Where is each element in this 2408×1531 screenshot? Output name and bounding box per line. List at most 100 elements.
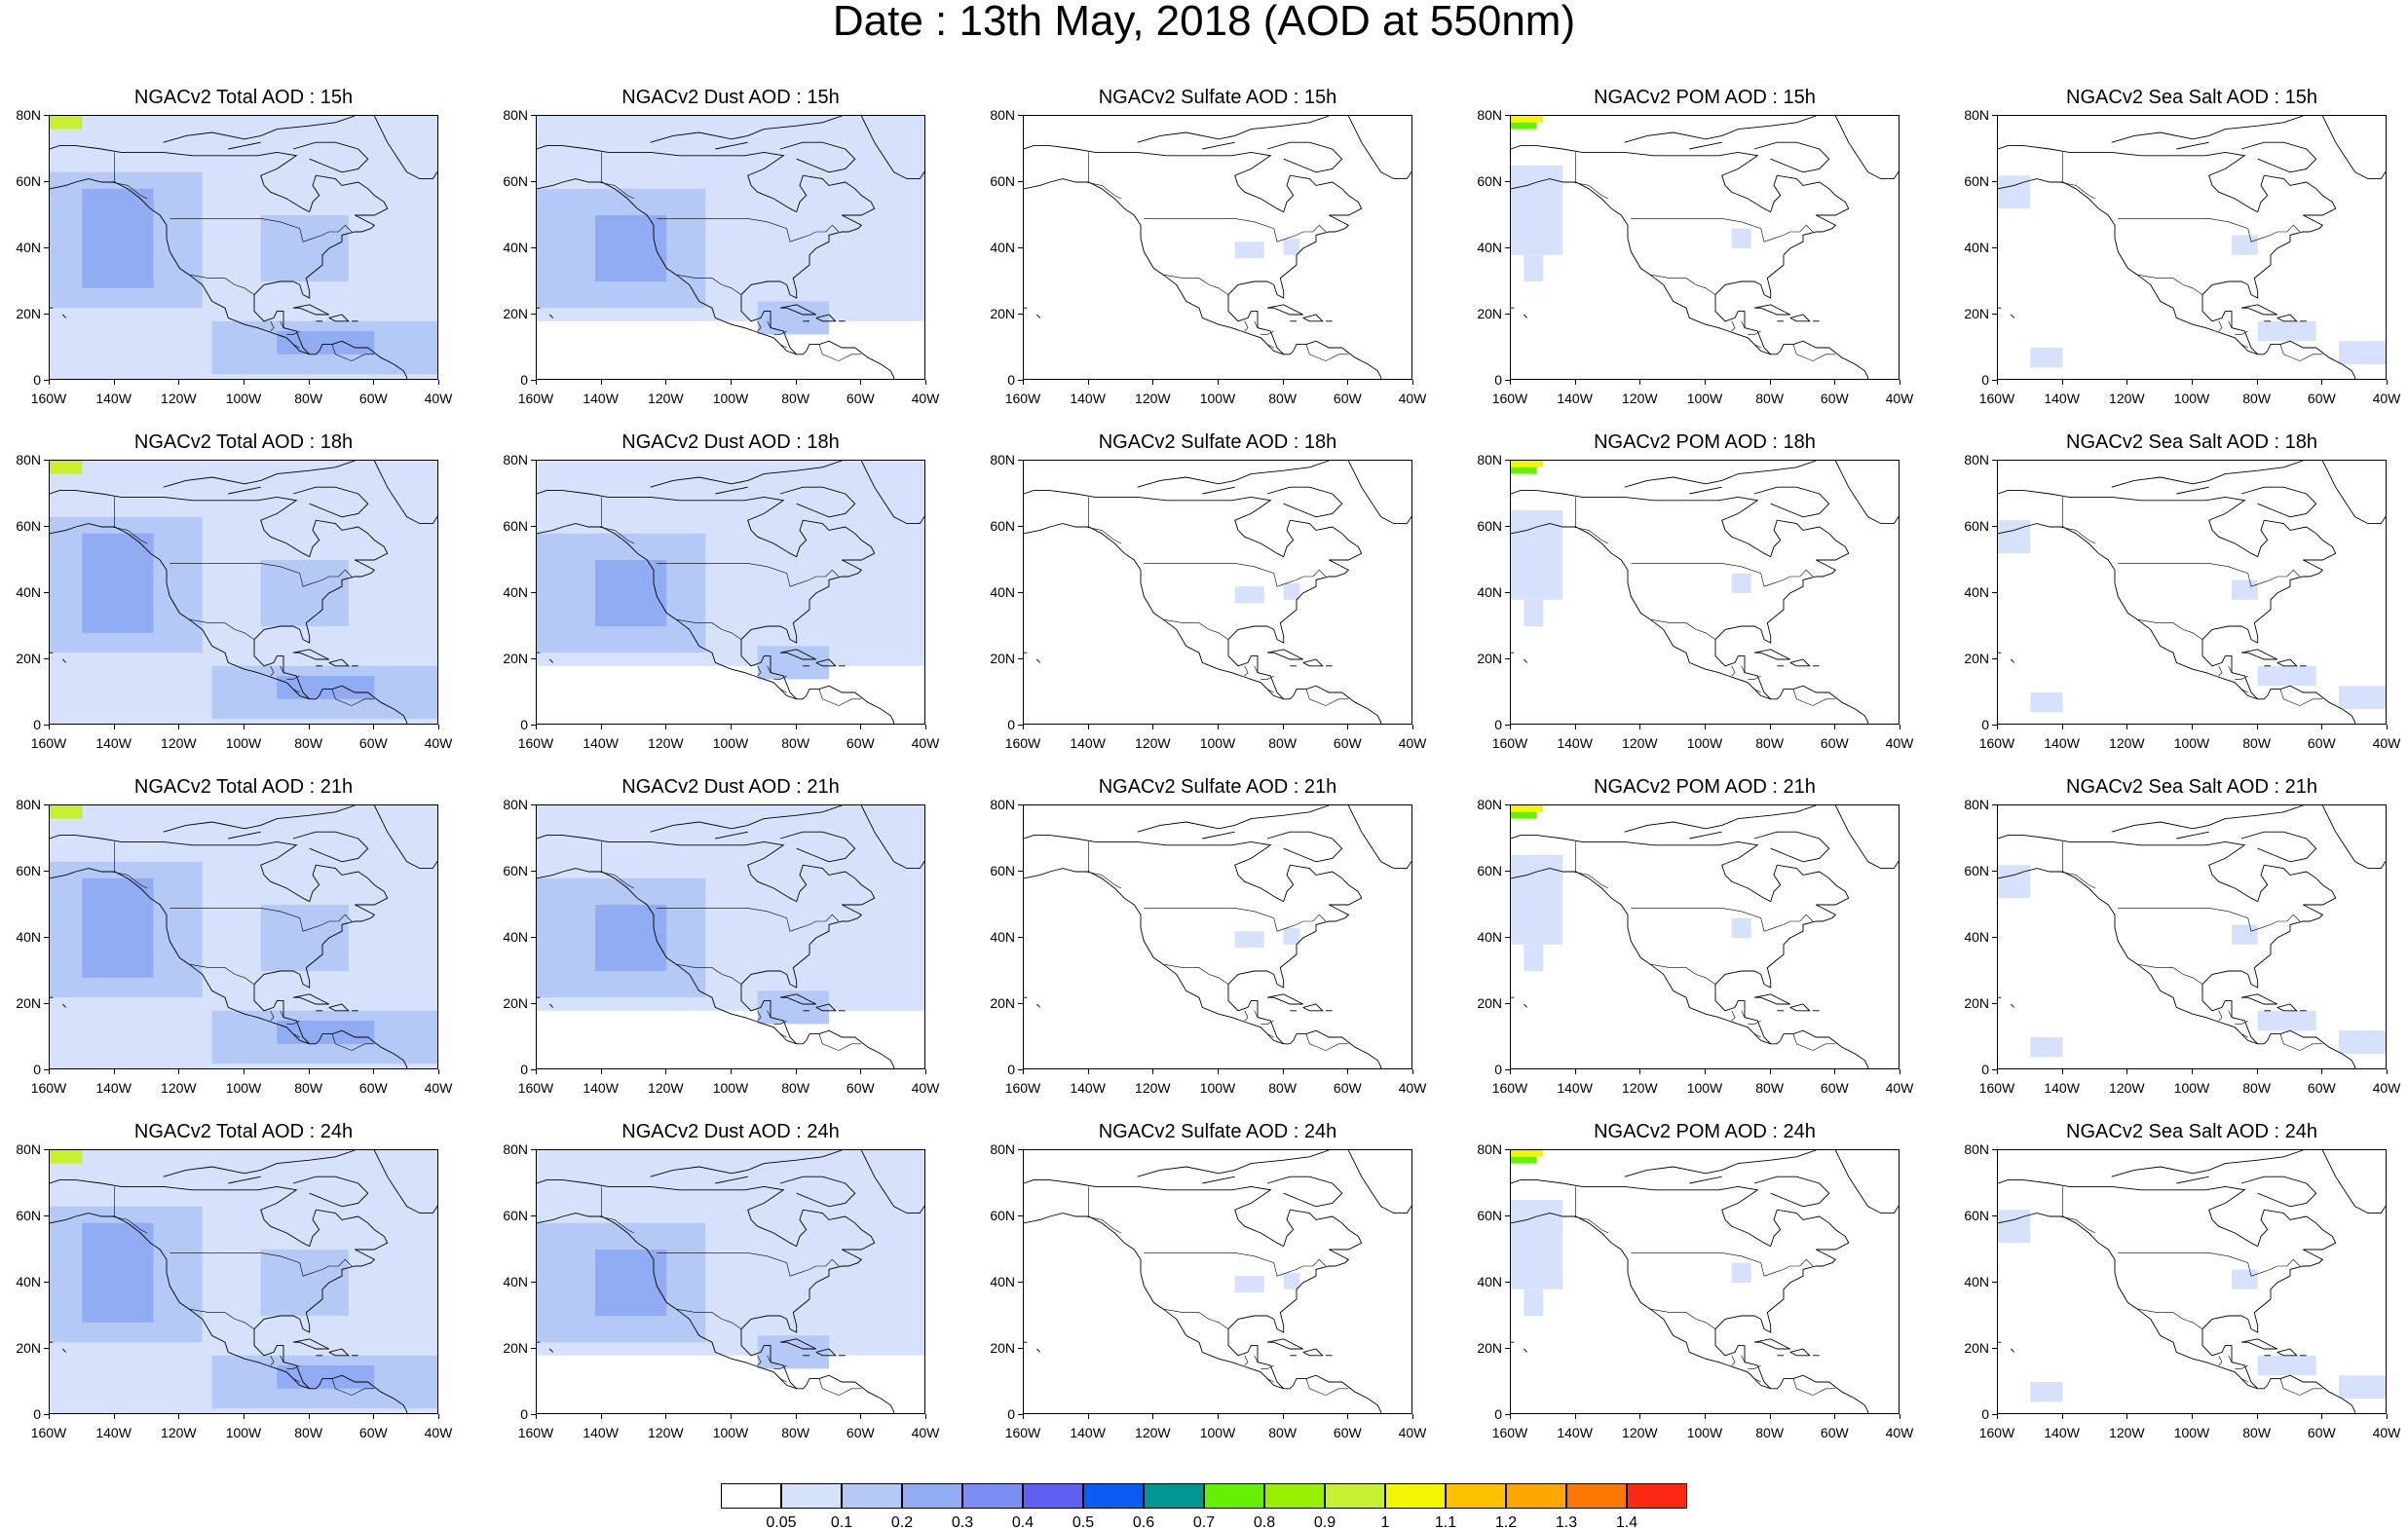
latitude-tick-label: 40N — [503, 584, 528, 600]
longitude-tick — [2192, 1414, 2193, 1419]
aod-field-cell — [1511, 461, 1544, 467]
latitude-tick — [44, 1215, 49, 1216]
aod-field-cell — [1524, 944, 1544, 971]
longitude-tick-label: 60W — [358, 1080, 388, 1096]
longitude-tick-label: 120W — [648, 1080, 684, 1096]
longitude-tick-label: 160W — [1491, 735, 1528, 751]
longitude-tick-label: 160W — [1491, 1080, 1528, 1096]
aod-field-cell — [2257, 1010, 2316, 1031]
longitude-tick-label: 80W — [781, 1080, 810, 1096]
longitude-tick — [1282, 725, 1284, 729]
longitude-tick-label: 120W — [1135, 391, 1171, 406]
longitude-tick — [1769, 1414, 1771, 1419]
longitude-tick — [49, 1069, 50, 1074]
longitude-tick — [1218, 380, 1219, 385]
longitude-tick — [1282, 1069, 1284, 1074]
latitude-tick-label: 0 — [33, 372, 41, 388]
colorbar-swatch — [1385, 1483, 1446, 1509]
aod-field-cell — [260, 905, 349, 971]
colorbar-label: 1.1 — [1434, 1514, 1457, 1531]
map-panel-sulfate: NGACv2 Sulfate AOD : 18h 80N 60N 40N 20N 0 160… — [974, 432, 1426, 750]
latitude-tick — [44, 871, 49, 872]
longitude-tick-label: 160W — [1004, 735, 1041, 751]
map-panel-pom: NGACv2 POM AOD : 18h 80N 60N 40N 20N 0 160W 140… — [1461, 432, 1913, 750]
longitude-tick-label: 140W — [2044, 391, 2080, 406]
latitude-tick — [44, 1149, 49, 1150]
longitude-tick-label: 120W — [161, 735, 197, 751]
longitude-tick — [1023, 1069, 1024, 1074]
map-panel-sulfate: NGACv2 Sulfate AOD : 21h 80N 60N 40N 20N 0 160… — [974, 777, 1426, 1095]
colorbar-label: 0.3 — [951, 1514, 974, 1531]
longitude-tick-label: 120W — [2109, 735, 2145, 751]
latitude-tick — [1505, 725, 1510, 726]
longitude-tick-label: 160W — [1004, 391, 1041, 406]
longitude-tick-label: 140W — [95, 1080, 132, 1096]
latitude-tick-label: 60N — [1477, 518, 1502, 534]
longitude-tick-label: 80W — [294, 735, 323, 751]
longitude-tick-label: 160W — [1491, 391, 1528, 406]
longitude-tick — [2387, 725, 2388, 729]
longitude-tick — [2387, 380, 2388, 385]
latitude-tick — [1018, 380, 1023, 381]
longitude-tick — [925, 725, 926, 729]
longitude-tick-label: 60W — [2307, 1425, 2336, 1440]
longitude-tick-label: 100W — [1686, 735, 1723, 751]
latitude-tick-label: 20N — [16, 651, 41, 666]
latitude-tick — [1018, 314, 1023, 315]
map-plot-area — [1997, 460, 2387, 725]
latitude-tick-label: 80N — [503, 1141, 528, 1157]
colorbar-swatch — [1325, 1483, 1385, 1509]
panel-title: NGACv2 Sea Salt AOD : 15h — [2066, 87, 2317, 108]
longitude-tick — [1347, 1069, 1349, 1074]
longitude-tick — [308, 1414, 310, 1419]
aod-field-cell — [277, 331, 375, 355]
aod-field-cell — [260, 560, 349, 626]
latitude-tick-label: 0 — [1007, 1406, 1015, 1422]
panel-title: NGACv2 Total AOD : 18h — [133, 431, 354, 453]
latitude-tick — [531, 871, 536, 872]
longitude-tick — [178, 380, 180, 385]
map-plot-area — [1997, 1149, 2387, 1414]
aod-field-cell — [757, 990, 829, 1025]
longitude-tick — [860, 1069, 862, 1074]
longitude-tick — [373, 1414, 375, 1419]
colorbar-swatch — [1204, 1483, 1264, 1509]
panel-title: NGACv2 Sea Salt AOD : 18h — [2066, 431, 2317, 453]
latitude-tick-label: 60N — [990, 518, 1015, 534]
longitude-tick-label: 60W — [846, 735, 875, 751]
map-plot-area — [49, 115, 438, 380]
colorbar-label: 0.9 — [1313, 1514, 1336, 1531]
map-panel-pom: NGACv2 POM AOD : 24h 80N 60N 40N 20N 0 160W 140… — [1461, 1122, 1913, 1439]
latitude-tick — [1992, 1348, 1997, 1349]
latitude-tick — [1018, 937, 1023, 938]
aod-field-cell — [1234, 931, 1264, 949]
aod-field-cell — [1283, 238, 1300, 255]
latitude-tick — [1018, 526, 1023, 527]
aod-field-cell — [2232, 235, 2258, 255]
longitude-tick-label: 60W — [1333, 1080, 1362, 1096]
latitude-tick — [531, 380, 536, 381]
longitude-tick — [1510, 380, 1511, 385]
aod-field-cell — [1511, 1150, 1544, 1157]
latitude-tick — [44, 460, 49, 461]
latitude-tick-label: 20N — [1964, 306, 1989, 321]
longitude-tick-label: 60W — [1333, 735, 1362, 751]
map-plot-area — [536, 115, 925, 380]
longitude-tick-label: 40W — [424, 1425, 453, 1440]
latitude-tick-label: 40N — [1964, 584, 1989, 600]
longitude-tick-label: 60W — [1820, 391, 1849, 406]
longitude-tick-label: 160W — [30, 1080, 67, 1096]
longitude-tick-label: 100W — [1199, 1425, 1236, 1440]
latitude-tick-label: 20N — [16, 1340, 41, 1356]
latitude-tick-label: 20N — [1964, 1340, 1989, 1356]
latitude-tick — [44, 937, 49, 938]
latitude-tick — [1505, 1003, 1510, 1004]
panel-title: NGACv2 Dust AOD : 21h — [621, 776, 840, 798]
latitude-tick-label: 0 — [33, 1062, 41, 1077]
latitude-tick-label: 0 — [520, 1062, 528, 1077]
longitude-tick-label: 140W — [1070, 1080, 1106, 1096]
latitude-tick-label: 80N — [1477, 452, 1502, 467]
longitude-tick — [1639, 1069, 1641, 1074]
latitude-tick — [531, 937, 536, 938]
latitude-tick — [1505, 526, 1510, 527]
